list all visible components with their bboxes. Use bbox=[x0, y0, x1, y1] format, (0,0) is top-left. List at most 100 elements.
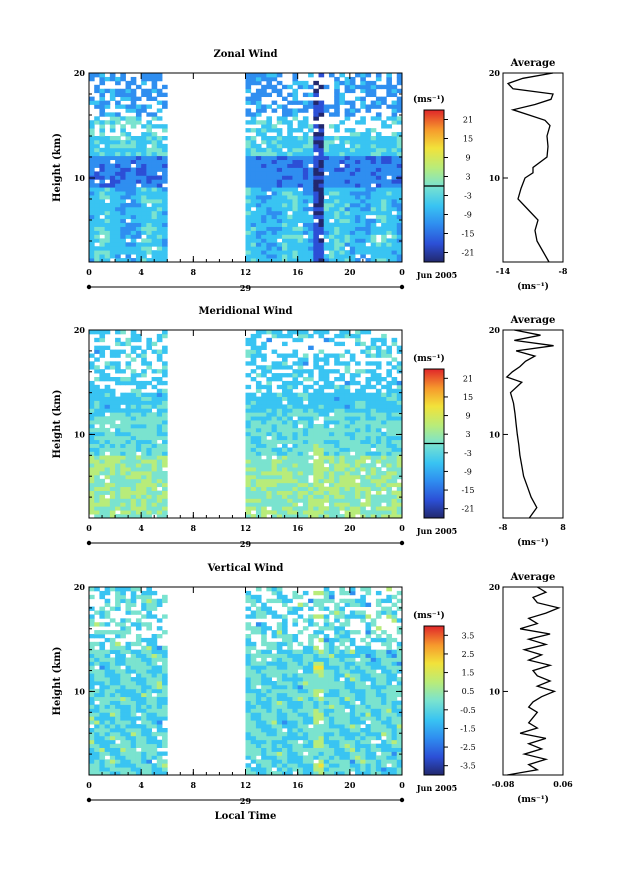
heatmap-cell bbox=[246, 432, 252, 436]
heatmap-cell bbox=[350, 479, 356, 483]
heatmap-cell bbox=[287, 171, 293, 175]
average-x-tick-label: 8 bbox=[560, 522, 566, 532]
heatmap-cell bbox=[105, 614, 111, 618]
heatmap-cell bbox=[272, 183, 278, 187]
heatmap-cell bbox=[266, 471, 272, 475]
heatmap-cell bbox=[120, 669, 126, 673]
heatmap-cell bbox=[319, 179, 325, 183]
heatmap-cell bbox=[350, 128, 356, 132]
heatmap-cell bbox=[324, 622, 330, 626]
heatmap-cell bbox=[282, 634, 288, 638]
heatmap-cell bbox=[94, 506, 100, 510]
heatmap-cell bbox=[152, 502, 158, 506]
heatmap-cell bbox=[157, 101, 163, 105]
heatmap-cell bbox=[381, 120, 387, 124]
heatmap-cell bbox=[120, 207, 126, 211]
heatmap-cell bbox=[146, 361, 152, 365]
heatmap-cell bbox=[261, 752, 267, 756]
heatmap-cell bbox=[246, 767, 252, 771]
heatmap-cell bbox=[261, 661, 267, 665]
heatmap-cell bbox=[110, 227, 116, 231]
heatmap-cell bbox=[146, 463, 152, 467]
heatmap-cell bbox=[355, 404, 361, 408]
heatmap-cell bbox=[105, 140, 111, 144]
heatmap-cell bbox=[334, 89, 340, 93]
heatmap-cell bbox=[386, 385, 392, 389]
heatmap-cell bbox=[298, 148, 304, 152]
heatmap-cell bbox=[131, 759, 137, 763]
heatmap-cell bbox=[365, 223, 371, 227]
heatmap-cell bbox=[246, 744, 252, 748]
heatmap-cell bbox=[277, 614, 283, 618]
heatmap-cell bbox=[313, 755, 319, 759]
heatmap-cell bbox=[141, 665, 147, 669]
heatmap-cell bbox=[287, 191, 293, 195]
heatmap-cell bbox=[266, 455, 272, 459]
heatmap-cell bbox=[115, 89, 121, 93]
heatmap-cell bbox=[386, 140, 392, 144]
heatmap-cell bbox=[365, 424, 371, 428]
heatmap-cell bbox=[303, 755, 309, 759]
heatmap-cell bbox=[313, 381, 319, 385]
heatmap-cell bbox=[386, 238, 392, 242]
heatmap-cell bbox=[105, 685, 111, 689]
heatmap-cell bbox=[292, 234, 298, 238]
heatmap-cell bbox=[126, 685, 132, 689]
heatmap-cell bbox=[376, 436, 382, 440]
heatmap-cell bbox=[350, 227, 356, 231]
heatmap-cell bbox=[386, 479, 392, 483]
heatmap-cell bbox=[131, 693, 137, 697]
heatmap-cell bbox=[319, 728, 325, 732]
heatmap-cell bbox=[152, 231, 158, 235]
heatmap-cell bbox=[292, 661, 298, 665]
heatmap-cell bbox=[272, 716, 278, 720]
heatmap-cell bbox=[162, 152, 168, 156]
heatmap-cell bbox=[345, 451, 351, 455]
heatmap-cell bbox=[303, 211, 309, 215]
heatmap-cell bbox=[287, 471, 293, 475]
heatmap-cell bbox=[287, 685, 293, 689]
heatmap-cell bbox=[334, 246, 340, 250]
heatmap-cell bbox=[277, 587, 283, 591]
heatmap-cell bbox=[152, 179, 158, 183]
heatmap-cell bbox=[157, 767, 163, 771]
heatmap-cell bbox=[110, 455, 116, 459]
heatmap-cell bbox=[246, 440, 252, 444]
heatmap-cell bbox=[272, 128, 278, 132]
x-tick-label: 0 bbox=[399, 267, 405, 277]
colorbar-tick-label: -3 bbox=[464, 192, 472, 201]
heatmap-cell bbox=[298, 227, 304, 231]
heatmap-cell bbox=[319, 658, 325, 662]
heatmap-cell bbox=[89, 732, 95, 736]
heatmap-cell bbox=[94, 85, 100, 89]
heatmap-cell bbox=[141, 467, 147, 471]
heatmap-cell bbox=[360, 187, 366, 191]
heatmap-cell bbox=[303, 254, 309, 258]
heatmap-cell bbox=[292, 440, 298, 444]
heatmap-cell bbox=[256, 93, 262, 97]
heatmap-cell bbox=[360, 183, 366, 187]
heatmap-cell bbox=[345, 234, 351, 238]
heatmap-cell bbox=[266, 156, 272, 160]
heatmap-cell bbox=[298, 408, 304, 412]
heatmap-cell bbox=[152, 491, 158, 495]
heatmap-cell bbox=[355, 152, 361, 156]
heatmap-cell bbox=[256, 506, 262, 510]
heatmap-cell bbox=[287, 101, 293, 105]
heatmap-cell bbox=[287, 187, 293, 191]
heatmap-cell bbox=[146, 607, 152, 611]
heatmap-cell bbox=[157, 463, 163, 467]
heatmap-cell bbox=[392, 463, 398, 467]
heatmap-cell bbox=[157, 420, 163, 424]
heatmap-cell bbox=[115, 77, 121, 81]
heatmap-cell bbox=[360, 416, 366, 420]
heatmap-cell bbox=[131, 599, 137, 603]
heatmap-cell bbox=[345, 171, 351, 175]
heatmap-cell bbox=[392, 227, 398, 231]
heatmap-cell bbox=[371, 346, 377, 350]
heatmap-cell bbox=[162, 254, 168, 258]
heatmap-cell bbox=[350, 463, 356, 467]
heatmap-cell bbox=[146, 207, 152, 211]
heatmap-cell bbox=[131, 144, 137, 148]
heatmap-cell bbox=[99, 432, 105, 436]
